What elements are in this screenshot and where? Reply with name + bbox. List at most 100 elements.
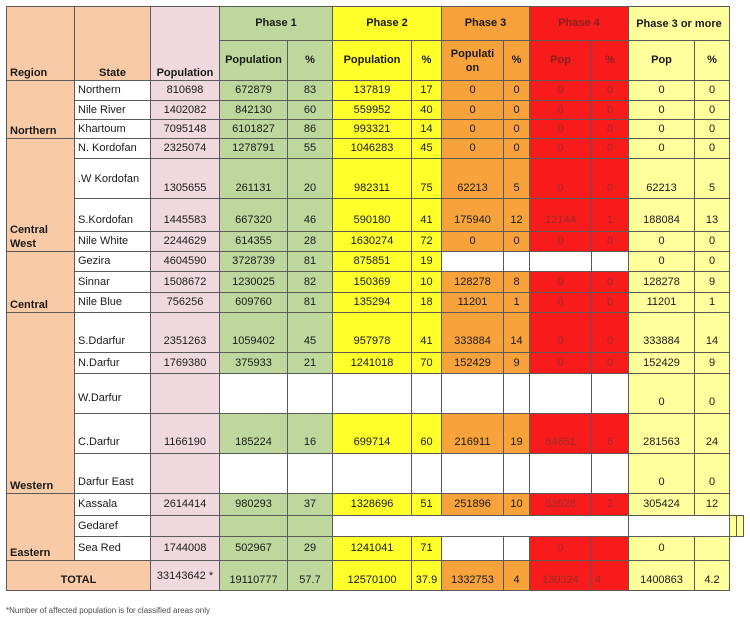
table-row: N.Darfur 1769380 375933 21 1241018 70 15… xyxy=(7,352,744,374)
population-cell: 7095148 xyxy=(150,119,220,139)
table-row: W.Darfur 0 0 xyxy=(7,373,744,414)
total-label: TOTAL xyxy=(6,560,151,591)
phase3plus-pct-cell: 12 xyxy=(694,493,730,516)
phase1-pop-cell: 980293 xyxy=(219,493,288,516)
phase1-pct-cell: 81 xyxy=(287,292,333,313)
phase3-pct-cell: 0 xyxy=(503,231,530,252)
table-row: Central West N. Kordofan 2325074 1278791… xyxy=(6,138,744,252)
phase2-pop-cell: 137819 xyxy=(332,80,412,101)
empty-cell xyxy=(503,536,530,561)
phase1-pop-cell: 1278791 xyxy=(219,138,288,159)
phase1-pct-cell: 20 xyxy=(287,158,333,199)
population-cell: 1445583 xyxy=(150,198,220,232)
phase1-pct-cell: 86 xyxy=(287,119,333,139)
empty-cell xyxy=(628,515,730,537)
phase1-pop-cell: 1230025 xyxy=(219,271,288,293)
phase4-pct-cell: 0 xyxy=(591,158,629,199)
state-cell: Nile White xyxy=(74,231,151,252)
phase1-pct-cell: 55 xyxy=(287,138,333,159)
phase3plus-pct-cell: 0 xyxy=(694,373,730,414)
phase3plus-pop-cell: 333884 xyxy=(628,312,695,353)
phase2-pct-cell: 19 xyxy=(411,251,442,272)
phase4-pop-cell: 0 xyxy=(529,312,592,353)
phase3plus-pct-cell: 0 xyxy=(694,453,730,494)
phase3plus-pct-cell: 0 xyxy=(694,80,730,101)
phase4-pop-cell: 0 xyxy=(529,100,592,120)
state-cell: Kassala xyxy=(74,493,151,516)
region-central: Central xyxy=(6,251,75,313)
phase3-pct-cell: 0 xyxy=(503,100,530,120)
phase3-pop-cell: 11201 xyxy=(441,292,504,313)
header-region: Region xyxy=(6,6,75,81)
table-row: S.Kordofan 1445583 667320 46 590180 41 1… xyxy=(7,198,744,232)
phase1-pop-cell: 502967 xyxy=(219,536,288,561)
empty-cell xyxy=(441,373,504,414)
total-phase1-pop-cell: 19110777 xyxy=(219,560,288,591)
phase3plus-pct-cell: 0 xyxy=(694,100,730,120)
empty-cell xyxy=(529,373,592,414)
region-eastern: Eastern xyxy=(6,493,75,561)
phase1-pop-cell: 842130 xyxy=(219,100,288,120)
empty-cell xyxy=(332,453,412,494)
phase4-pop-cell: 0 xyxy=(529,352,592,374)
phase4-pop-cell: 0 xyxy=(529,158,592,199)
phase2-pop-cell: 135294 xyxy=(332,292,412,313)
phase4-pct-cell: 0 xyxy=(591,138,629,159)
phase3plus-pop-cell: 281563 xyxy=(628,413,695,454)
phase3plus-pct-cell: 9 xyxy=(694,352,730,374)
phase3-pct-cell: 10 xyxy=(503,493,530,516)
phase2-pop-cell: 982311 xyxy=(332,158,412,199)
header-phase2: Phase 2 xyxy=(332,6,442,41)
total-phase2-pop-cell: 12570100 xyxy=(332,560,412,591)
population-cell: 756256 xyxy=(150,292,220,313)
header-p3m-pop: Pop xyxy=(628,40,695,81)
empty-cell xyxy=(219,453,288,494)
header-phase1: Phase 1 xyxy=(219,6,333,41)
empty-cell xyxy=(411,373,442,414)
empty-cell xyxy=(729,515,737,537)
empty-cell xyxy=(441,251,504,272)
empty-cell xyxy=(529,251,592,272)
state-cell: .W Kordofan xyxy=(74,158,151,199)
total-phase4-pct-cell: 4 xyxy=(591,560,629,591)
phase3plus-pct-cell: 0 xyxy=(694,231,730,252)
empty-cell xyxy=(411,453,442,494)
state-cell: Northern xyxy=(74,80,151,101)
empty-cell xyxy=(736,515,744,537)
phase1-pct-cell: 45 xyxy=(287,312,333,353)
phase4-pop-cell: 0 xyxy=(529,80,592,101)
table-row: Khartoum 7095148 6101827 86 993321 14 0 … xyxy=(7,119,744,139)
phase3-pct-cell: 0 xyxy=(503,119,530,139)
region-western: Western xyxy=(6,312,75,494)
population-cell: 1769380 xyxy=(150,352,220,374)
state-cell: Nile River xyxy=(74,100,151,120)
phase3plus-pop-cell: 0 xyxy=(628,536,695,561)
empty-cell xyxy=(591,251,629,272)
phase2-pct-cell: 60 xyxy=(411,413,442,454)
phase4-pct-cell: 0 xyxy=(591,271,629,293)
phase2-pct-cell: 75 xyxy=(411,158,442,199)
population-cell: 1744008 xyxy=(150,536,220,561)
phase3plus-pct-cell: 9 xyxy=(694,271,730,293)
phase3plus-pop-cell: 0 xyxy=(628,373,695,414)
state-cell: N.Darfur xyxy=(74,352,151,374)
phase2-pct-cell: 40 xyxy=(411,100,442,120)
table-row: C.Darfur 1166190 185224 16 699714 60 216… xyxy=(7,413,744,454)
phase3plus-pct-cell: 5 xyxy=(694,158,730,199)
phase4-pct-cell: 0 xyxy=(591,292,629,313)
state-cell: Nile Blue xyxy=(74,292,151,313)
phase3plus-pop-cell: 0 xyxy=(628,80,695,101)
phase3-pop-cell: 0 xyxy=(441,80,504,101)
phase1-pop-cell: 3728739 xyxy=(219,251,288,272)
state-cell: Sinnar xyxy=(74,271,151,293)
header-phase3-or-more: Phase 3 or more xyxy=(628,6,730,41)
total-phase4-pop-cell: 130324 xyxy=(529,560,592,591)
phase1-pct-cell: 37 xyxy=(287,493,333,516)
empty-cell xyxy=(332,373,412,414)
empty-cell xyxy=(287,373,333,414)
phase3-pct-cell: 5 xyxy=(503,158,530,199)
phase2-pop-cell: 1241041 xyxy=(332,536,412,561)
phase3-pct-cell: 19 xyxy=(503,413,530,454)
table-row: Darfur East 0 0 xyxy=(7,453,744,494)
phase2-pct-cell: 41 xyxy=(411,312,442,353)
